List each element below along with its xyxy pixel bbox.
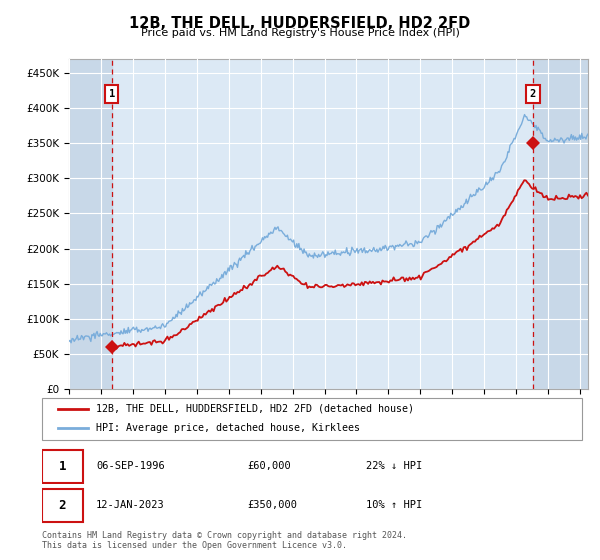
Bar	[69, 59, 112, 389]
Text: 1: 1	[109, 89, 115, 99]
FancyBboxPatch shape	[42, 398, 582, 440]
FancyBboxPatch shape	[42, 489, 83, 522]
Text: £60,000: £60,000	[247, 461, 291, 471]
Text: Contains HM Land Registry data © Crown copyright and database right 2024.
This d: Contains HM Land Registry data © Crown c…	[42, 531, 407, 550]
Text: £350,000: £350,000	[247, 501, 297, 510]
Text: 12B, THE DELL, HUDDERSFIELD, HD2 2FD (detached house): 12B, THE DELL, HUDDERSFIELD, HD2 2FD (de…	[96, 404, 414, 414]
Text: 12-JAN-2023: 12-JAN-2023	[96, 501, 165, 510]
Bar	[69, 59, 112, 389]
Text: 2: 2	[530, 89, 536, 99]
Text: Price paid vs. HM Land Registry's House Price Index (HPI): Price paid vs. HM Land Registry's House …	[140, 28, 460, 38]
Text: 22% ↓ HPI: 22% ↓ HPI	[366, 461, 422, 471]
Text: HPI: Average price, detached house, Kirklees: HPI: Average price, detached house, Kirk…	[96, 423, 360, 433]
Bar	[533, 59, 588, 389]
Text: 2: 2	[59, 499, 66, 512]
Text: 12B, THE DELL, HUDDERSFIELD, HD2 2FD: 12B, THE DELL, HUDDERSFIELD, HD2 2FD	[130, 16, 470, 31]
Text: 10% ↑ HPI: 10% ↑ HPI	[366, 501, 422, 510]
Text: 06-SEP-1996: 06-SEP-1996	[96, 461, 165, 471]
Bar	[533, 59, 588, 389]
Text: 1: 1	[59, 460, 66, 473]
FancyBboxPatch shape	[42, 450, 83, 483]
